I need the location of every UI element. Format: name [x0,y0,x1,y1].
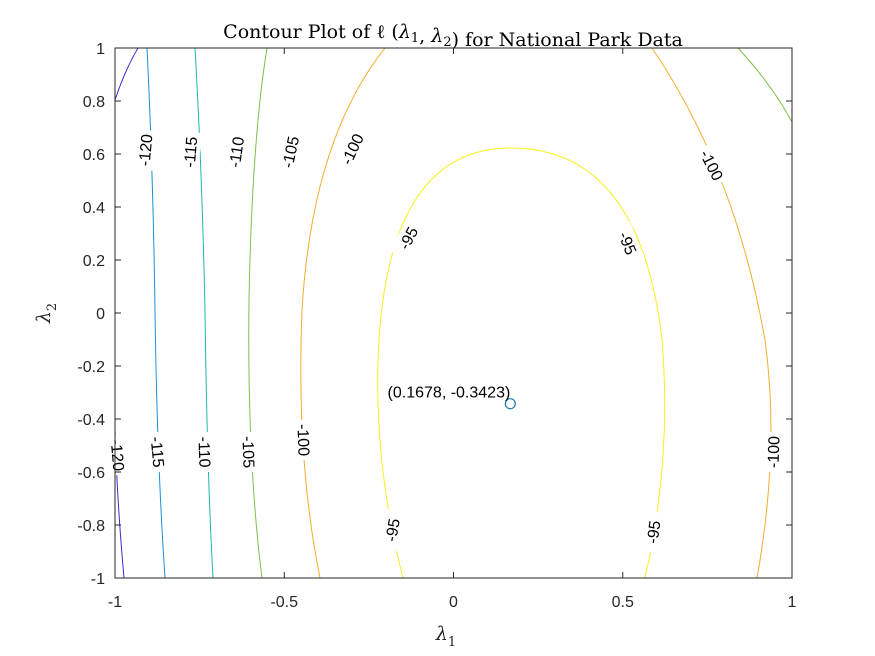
contour-label: -95 [644,519,664,544]
x-tick-label: 0.5 [612,594,634,611]
y-tick-label: -0.4 [77,412,105,429]
contour-line-105 [248,47,268,579]
maximum-marker [504,398,516,410]
contour-label: -110 [227,136,248,169]
x-axis-label: λ1 [435,623,456,650]
y-tick-label: -1 [91,571,105,588]
y-tick-label: 1 [96,41,105,58]
contour-line-100 [651,47,772,579]
y-axis-ticks: -1 -0.8 -0.6 -0.4 -0.2 0 0.2 0.4 0.6 0.8 1 [77,41,792,588]
x-tick-label: 1 [788,594,797,611]
y-tick-label: 0 [96,306,105,323]
contour-label: -115 [182,136,202,168]
maximum-label: (0.1678, -0.3423) [388,385,511,402]
y-tick-label: -0.6 [77,465,105,482]
x-axis-ticks: -1 -0.5 0 0.5 1 [108,48,797,611]
y-tick-label: -0.2 [77,359,105,376]
plot-area [115,48,792,578]
y-tick-label: 0.4 [83,200,105,217]
x-tick-label: -1 [108,594,122,611]
contour-line-110 [194,47,214,579]
x-tick-label: 0 [449,594,458,611]
y-axis-label: λ2 [33,303,60,324]
y-tick-label: 0.2 [83,253,105,270]
svg-text:λ1: λ1 [435,623,456,650]
contour-lines [114,47,793,579]
contour-label: -105 [238,436,256,469]
contour-label: -100 [293,424,311,457]
y-tick-label: 0.6 [83,147,105,164]
contour-label: -115 [147,436,167,468]
contour-line-115 [146,47,166,579]
y-tick-label: -0.8 [77,518,105,535]
chart-title: Contour Plot of ℓ (λ1, λ2) for National … [223,21,683,51]
contour-line-120 [114,47,139,101]
contour-line-95 [377,147,666,579]
x-tick-label: -0.5 [270,594,298,611]
contour-labels: -120 -120 -115 -115 -110 -110 -105 -105 -100 -100… [106,126,784,554]
contour-line-100 [300,47,386,579]
y-tick-label: 0.8 [83,94,105,111]
contour-label: -105 [280,135,303,170]
svg-text:λ2: λ2 [33,303,60,324]
contour-label: -110 [194,436,212,468]
contour-label: -120 [137,133,157,166]
contour-label: -95 [383,517,404,543]
contour-label: -120 [107,438,127,471]
contour-line-100 [737,47,793,123]
maximum-annotation: (0.1678, -0.3423) [388,385,516,410]
contour-label: -100 [765,436,783,469]
